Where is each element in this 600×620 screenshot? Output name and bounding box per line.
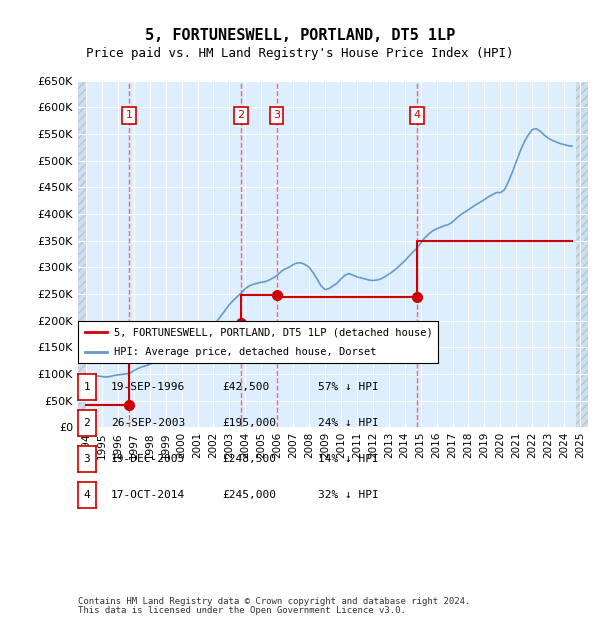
Text: This data is licensed under the Open Government Licence v3.0.: This data is licensed under the Open Gov… bbox=[78, 606, 406, 615]
Text: £245,000: £245,000 bbox=[222, 490, 276, 500]
Text: 14% ↓ HPI: 14% ↓ HPI bbox=[318, 454, 379, 464]
Text: 2: 2 bbox=[83, 418, 91, 428]
Text: 19-DEC-2005: 19-DEC-2005 bbox=[111, 454, 185, 464]
Text: Contains HM Land Registry data © Crown copyright and database right 2024.: Contains HM Land Registry data © Crown c… bbox=[78, 597, 470, 606]
Text: £248,500: £248,500 bbox=[222, 454, 276, 464]
Text: 26-SEP-2003: 26-SEP-2003 bbox=[111, 418, 185, 428]
Text: 19-SEP-1996: 19-SEP-1996 bbox=[111, 382, 185, 392]
Text: 32% ↓ HPI: 32% ↓ HPI bbox=[318, 490, 379, 500]
Text: 24% ↓ HPI: 24% ↓ HPI bbox=[318, 418, 379, 428]
Text: 1: 1 bbox=[126, 110, 133, 120]
Text: 17-OCT-2014: 17-OCT-2014 bbox=[111, 490, 185, 500]
Bar bbox=[576, 81, 588, 427]
Text: Price paid vs. HM Land Registry's House Price Index (HPI): Price paid vs. HM Land Registry's House … bbox=[86, 46, 514, 60]
Text: 3: 3 bbox=[273, 110, 280, 120]
Text: HPI: Average price, detached house, Dorset: HPI: Average price, detached house, Dors… bbox=[114, 347, 377, 357]
Text: 5, FORTUNESWELL, PORTLAND, DT5 1LP: 5, FORTUNESWELL, PORTLAND, DT5 1LP bbox=[145, 28, 455, 43]
Text: 5, FORTUNESWELL, PORTLAND, DT5 1LP (detached house): 5, FORTUNESWELL, PORTLAND, DT5 1LP (deta… bbox=[114, 327, 433, 337]
Text: 4: 4 bbox=[83, 490, 91, 500]
Text: 57% ↓ HPI: 57% ↓ HPI bbox=[318, 382, 379, 392]
Bar bbox=[78, 81, 86, 427]
Text: £195,000: £195,000 bbox=[222, 418, 276, 428]
Text: 2: 2 bbox=[238, 110, 245, 120]
Text: 4: 4 bbox=[414, 110, 421, 120]
Text: 1: 1 bbox=[83, 382, 91, 392]
Text: 3: 3 bbox=[83, 454, 91, 464]
Text: £42,500: £42,500 bbox=[222, 382, 269, 392]
